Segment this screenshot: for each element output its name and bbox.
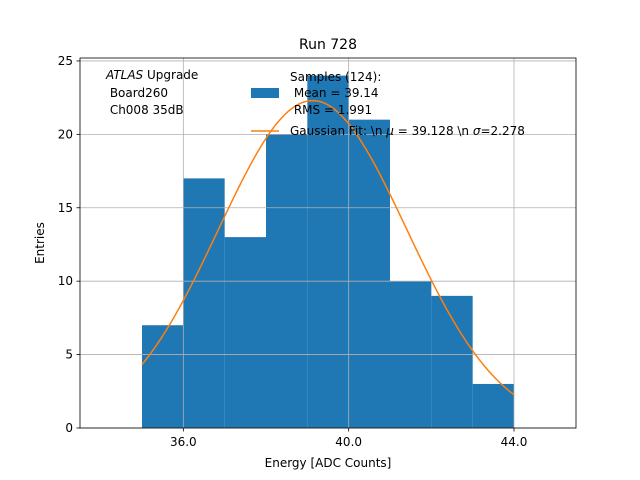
- y-tick-label: 25: [58, 54, 73, 68]
- histogram-bar: [142, 325, 184, 428]
- histogram-bar: [472, 383, 514, 428]
- x-tick-label: 40.0: [335, 435, 362, 449]
- x-tick-label: 44.0: [501, 435, 528, 449]
- legend-mean: Mean = 39.14: [290, 86, 379, 100]
- legend-fit-sigma: σ: [473, 124, 481, 138]
- legend-fit-mu: μ: [385, 124, 394, 138]
- y-tick-label: 10: [58, 274, 73, 288]
- legend-histogram-swatch: [251, 88, 279, 98]
- y-tick-label: 20: [58, 127, 73, 141]
- plot-frame: [79, 57, 577, 429]
- y-tick-label: 0: [65, 421, 73, 435]
- legend-fit-text-2: = 39.128 \n: [394, 124, 473, 138]
- channel-label: Ch008 35dB: [106, 103, 184, 117]
- x-axis-ticks: 36.0 40.0 44.0: [170, 428, 527, 449]
- board-label: Board260: [106, 86, 168, 100]
- atlas-annotation-line1: ATLAS Upgrade: [105, 68, 198, 82]
- histogram-bar: [348, 119, 390, 429]
- legend-fit-label: Gaussian Fit: \n μ = 39.128 \n σ=2.278: [290, 124, 525, 138]
- legend-fit-text-1: Gaussian Fit: \n: [290, 124, 386, 138]
- legend: Samples (124): Mean = 39.14 RMS = 1.991 …: [251, 70, 525, 138]
- x-tick-label: 36.0: [170, 435, 197, 449]
- y-tick-label: 5: [65, 348, 73, 362]
- legend-fit-text-3: =2.278: [480, 124, 524, 138]
- gaussian-fit-curve: [141, 99, 515, 396]
- y-axis-label: Entries: [33, 222, 47, 264]
- legend-samples-count: Samples (124):: [290, 70, 381, 84]
- x-axis-label: Energy [ADC Counts]: [265, 456, 392, 470]
- legend-rms: RMS = 1.991: [290, 103, 372, 117]
- histogram-bar: [183, 178, 225, 428]
- histogram-bar: [431, 295, 473, 428]
- y-tick-label: 15: [58, 201, 73, 215]
- chart-title: Run 728: [299, 37, 357, 53]
- histogram-bar: [224, 237, 266, 428]
- atlas-label: ATLAS: [105, 68, 144, 82]
- y-axis-ticks: 0 5 10 15 20 25: [58, 54, 80, 435]
- upgrade-label: Upgrade: [143, 68, 198, 82]
